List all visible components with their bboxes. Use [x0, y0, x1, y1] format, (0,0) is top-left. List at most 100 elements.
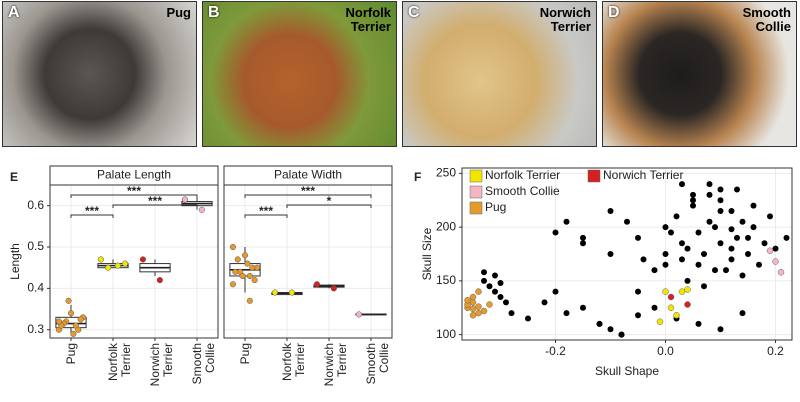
y-tick-label: 150 [436, 273, 456, 287]
data-point [596, 320, 603, 327]
panel-letter: D [608, 4, 620, 21]
y-tick-label: 200 [436, 219, 456, 233]
panel-letter: C [408, 4, 420, 21]
data-point [239, 272, 246, 280]
x-tick-label: Smooth Collie [364, 343, 391, 385]
breed-name: Pug [166, 5, 191, 20]
data-point [679, 240, 685, 247]
data-point [662, 224, 669, 231]
data-point [580, 234, 586, 241]
data-point [723, 267, 729, 274]
data-point [777, 269, 785, 276]
data-point [684, 301, 691, 308]
data-point [241, 252, 249, 259]
x-tick-label: Pug [64, 343, 78, 365]
significance-bracket [244, 194, 372, 198]
data-point [706, 181, 713, 188]
data-point [690, 191, 696, 198]
x-tick-label: Pug [238, 343, 252, 365]
data-point [739, 218, 746, 225]
data-point [734, 234, 740, 241]
data-point [607, 326, 614, 333]
legend-label: Pug [485, 200, 506, 214]
data-point [618, 331, 625, 338]
breed-name: Norwich Terrier [539, 5, 591, 34]
legend-label: Smooth Collie [485, 184, 560, 198]
data-point [70, 330, 77, 337]
data-point [739, 272, 746, 279]
data-point [563, 310, 570, 317]
data-point [67, 310, 75, 317]
data-point [701, 283, 707, 290]
data-point [739, 310, 746, 317]
data-point [651, 267, 658, 274]
significance-label: *** [127, 184, 141, 198]
panel-label: F [414, 170, 421, 184]
plot-background [224, 185, 392, 338]
data-point [668, 229, 674, 236]
x-tick-label: Norwich Terrier [322, 343, 349, 387]
data-point [55, 318, 62, 325]
significance-label: * [327, 194, 332, 208]
data-point [662, 288, 669, 295]
x-tick-label: -0.2 [545, 344, 566, 358]
plot-background [50, 185, 218, 338]
data-point [288, 289, 295, 296]
photo: A Pug [2, 1, 197, 147]
data-point [684, 245, 691, 252]
data-point [563, 218, 570, 225]
data-point [695, 320, 702, 327]
x-axis-title: Skull Shape [595, 364, 659, 378]
data-point [717, 186, 724, 193]
data-point [717, 197, 724, 204]
data-point [734, 186, 740, 193]
data-point [640, 256, 647, 263]
data-point [75, 326, 82, 333]
data-point [607, 251, 614, 257]
data-point [246, 272, 253, 280]
data-point [330, 285, 337, 292]
photo: B Norfolk Terrier [202, 1, 397, 147]
y-tick-label: 0.3 [27, 322, 44, 336]
data-point [728, 256, 735, 263]
breed-name: Smooth Collie [742, 5, 791, 34]
data-point [105, 264, 112, 271]
data-point [745, 251, 751, 257]
data-point [77, 316, 84, 323]
data-point [232, 268, 239, 275]
data-point [65, 297, 72, 304]
data-point [706, 218, 713, 225]
data-point [580, 240, 586, 247]
data-point [717, 240, 724, 247]
data-point [198, 206, 205, 213]
data-point [662, 251, 669, 257]
data-point [712, 267, 718, 274]
data-point [679, 181, 685, 188]
data-point [772, 245, 779, 252]
legend-swatch [587, 169, 601, 183]
data-point [229, 243, 236, 251]
panel-letter: B [208, 4, 220, 21]
box [55, 316, 87, 329]
data-point [673, 312, 680, 319]
data-point [767, 213, 773, 220]
data-point [678, 288, 686, 295]
data-point [469, 299, 477, 306]
data-point [690, 202, 696, 209]
data-point [695, 229, 702, 236]
data-point [717, 208, 724, 214]
data-point [552, 229, 559, 236]
panel-label: E [10, 170, 18, 184]
breed-name: Norfolk Terrier [345, 5, 392, 34]
x-tick-label: Norwich Terrier [148, 343, 175, 387]
data-point [486, 283, 493, 290]
data-point [684, 286, 691, 293]
data-point [251, 277, 258, 284]
data-point [246, 297, 253, 304]
y-tick-label: 250 [436, 166, 456, 180]
legend-label: Norwich Terrier [603, 168, 683, 182]
data-point [728, 245, 735, 252]
significance-bracket [112, 204, 198, 208]
y-axis-title: Length [8, 243, 22, 280]
